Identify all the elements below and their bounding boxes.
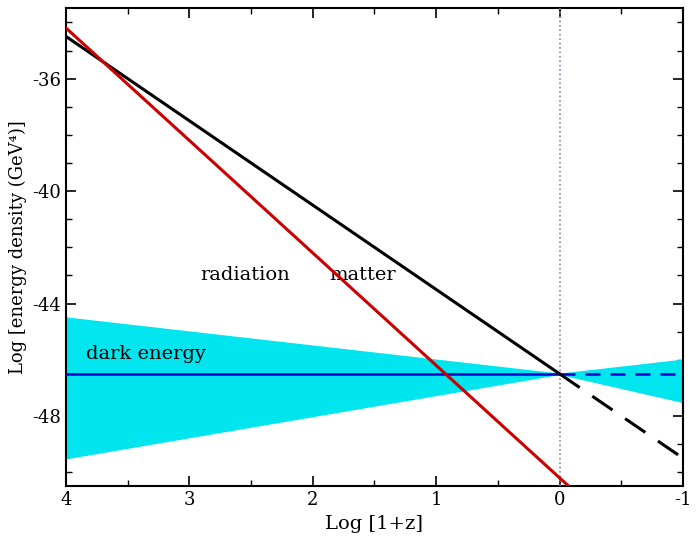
X-axis label: Log [1+z]: Log [1+z]	[326, 514, 424, 533]
Text: matter: matter	[329, 266, 396, 285]
Text: dark energy: dark energy	[86, 345, 206, 363]
Y-axis label: Log [energy density (GeV⁴)]: Log [energy density (GeV⁴)]	[8, 121, 27, 374]
Text: radiation: radiation	[200, 266, 290, 285]
